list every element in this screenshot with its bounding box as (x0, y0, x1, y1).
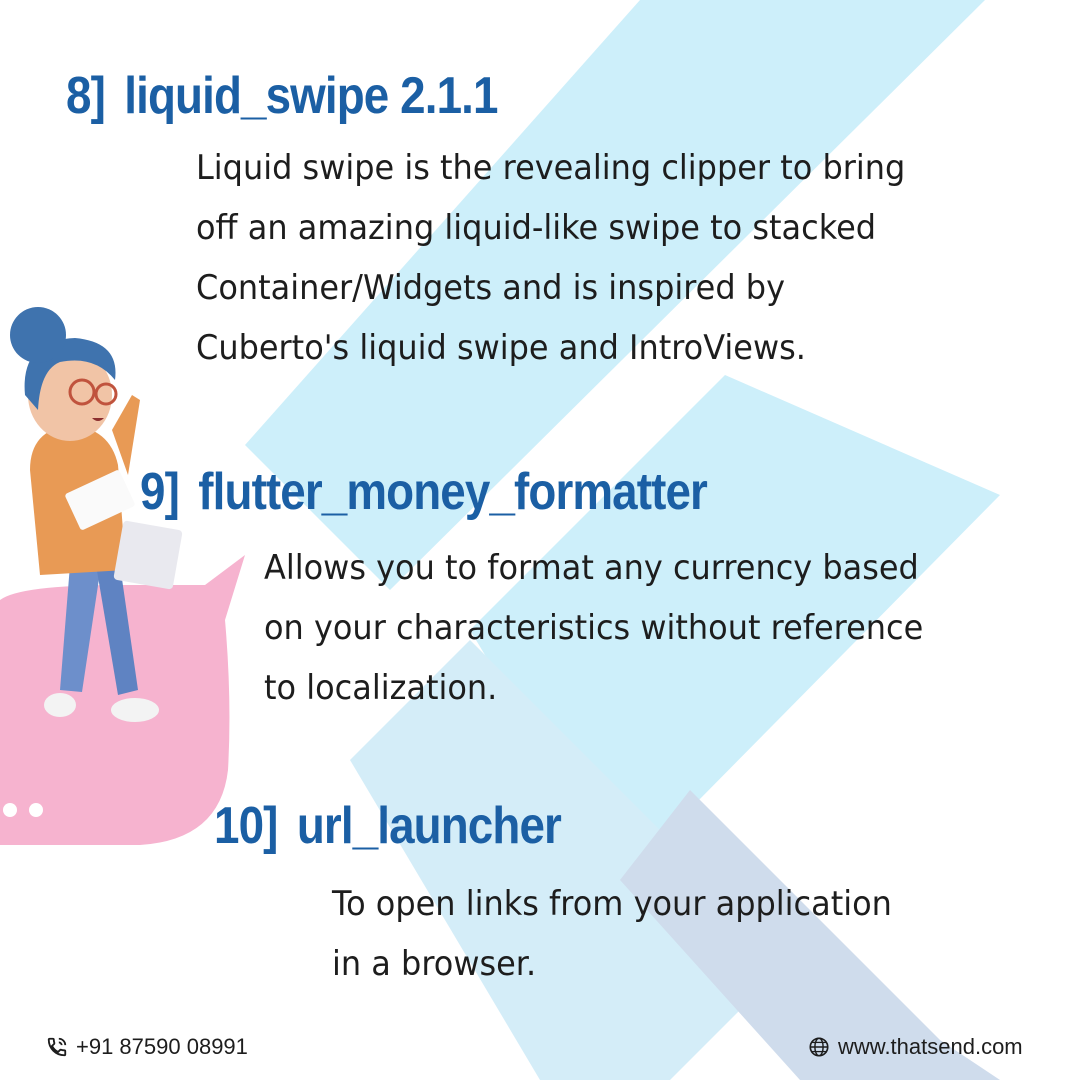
description-line: To open links from your application (332, 884, 892, 924)
description-line: Liquid swipe is the revealing clipper to… (196, 148, 906, 188)
description-line: Container/Widgets and is inspired by (196, 268, 785, 308)
footer-website[interactable]: www.thatsend.com (808, 1034, 1023, 1060)
package-name: liquid_swipe 2.1.1 (124, 67, 498, 125)
description-line: in a browser. (332, 944, 537, 984)
website-url: www.thatsend.com (838, 1034, 1023, 1059)
description-line: to localization. (264, 668, 498, 708)
character-illustration (0, 307, 245, 845)
footer-phone[interactable]: +91 87590 08991 (46, 1034, 248, 1060)
package-name: flutter_money_formatter (198, 463, 708, 521)
description-line: off an amazing liquid-like swipe to stac… (196, 208, 877, 248)
package-number: 8] (66, 67, 106, 125)
package-name: url_launcher (296, 797, 562, 855)
description-line: Allows you to format any currency based (264, 548, 919, 588)
package-description-flutter-money-formatter: Allows you to format any currency based … (264, 538, 923, 718)
package-heading-flutter-money-formatter: 9] flutter_money_formatter (140, 462, 708, 522)
package-number: 9] (140, 463, 180, 521)
phone-icon (47, 1037, 67, 1057)
description-line: on your characteristics without referenc… (264, 608, 924, 648)
package-number: 10] (214, 797, 278, 855)
globe-icon (809, 1037, 829, 1057)
package-heading-liquid-swipe: 8] liquid_swipe 2.1.1 (66, 66, 498, 126)
description-line: Cuberto's liquid swipe and IntroViews. (196, 328, 806, 368)
package-heading-url-launcher: 10] url_launcher (214, 796, 562, 856)
phone-number: +91 87590 08991 (76, 1034, 248, 1059)
package-description-liquid-swipe: Liquid swipe is the revealing clipper to… (196, 138, 905, 378)
package-description-url-launcher: To open links from your application in a… (332, 874, 892, 994)
